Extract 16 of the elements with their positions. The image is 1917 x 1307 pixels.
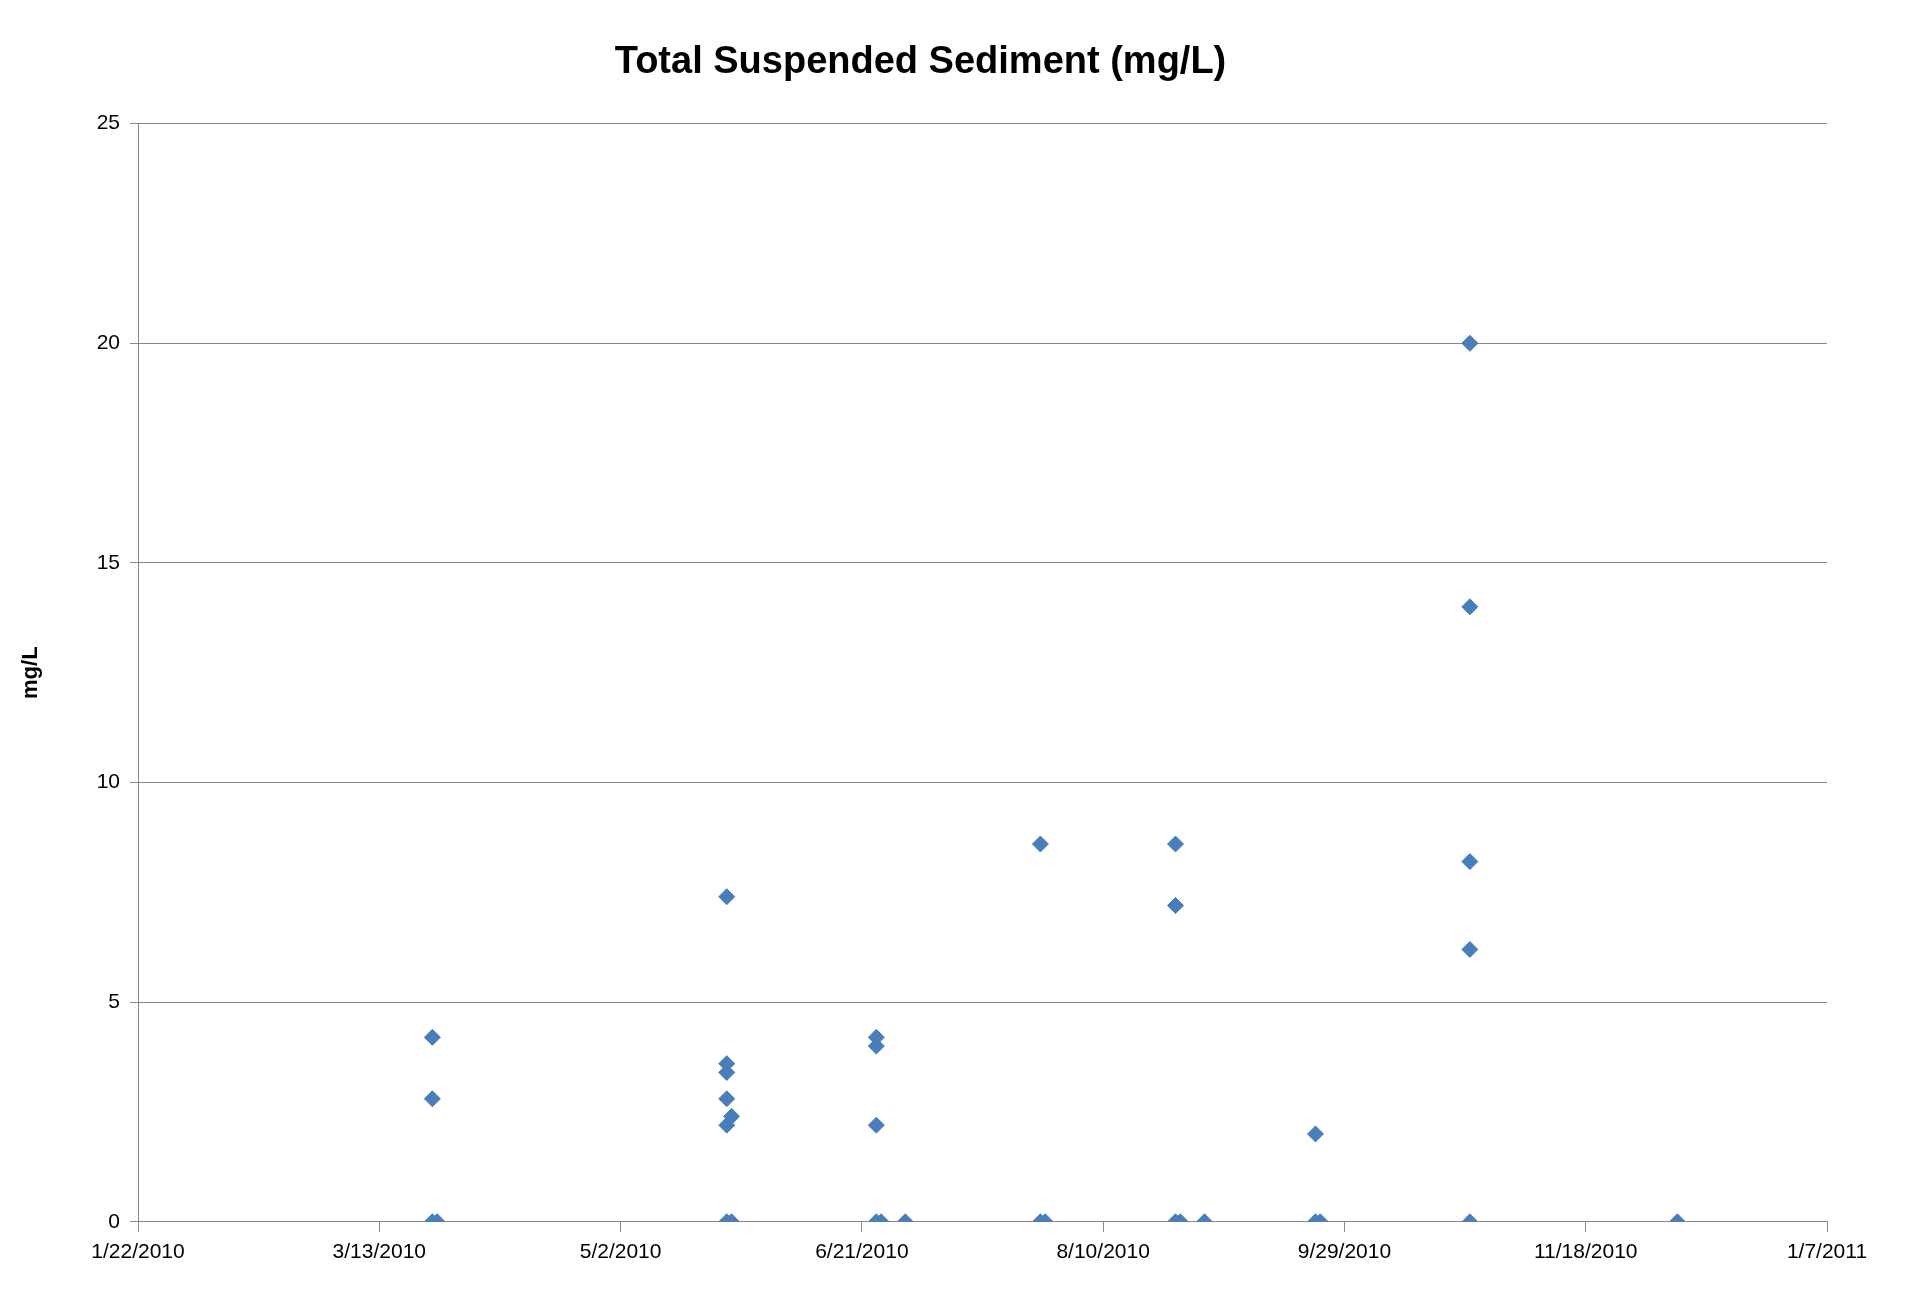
x-tick-label: 11/18/2010 [1533,1239,1638,1263]
y-axis-title: mg/L [17,646,43,699]
x-tick-label: 8/10/2010 [1056,1239,1150,1263]
y-tick-label: 10 [96,769,120,793]
y-tick-label: 0 [108,1208,120,1232]
x-tick-label: 3/13/2010 [332,1239,426,1263]
x-tick-label: 1/7/2011 [1786,1239,1868,1263]
x-tick-label: 6/21/2010 [815,1239,909,1263]
y-tick-label: 15 [96,549,120,573]
x-tick-label: 9/29/2010 [1297,1239,1392,1263]
x-tick-label: 1/22/2010 [91,1239,185,1263]
y-tick-label: 20 [96,330,120,354]
y-tick-label: 25 [96,110,120,134]
y-tick-label: 5 [108,988,120,1012]
chart-title: Total Suspended Sediment (mg/L) [614,39,1227,82]
x-tick-label: 5/2/2010 [579,1239,662,1263]
